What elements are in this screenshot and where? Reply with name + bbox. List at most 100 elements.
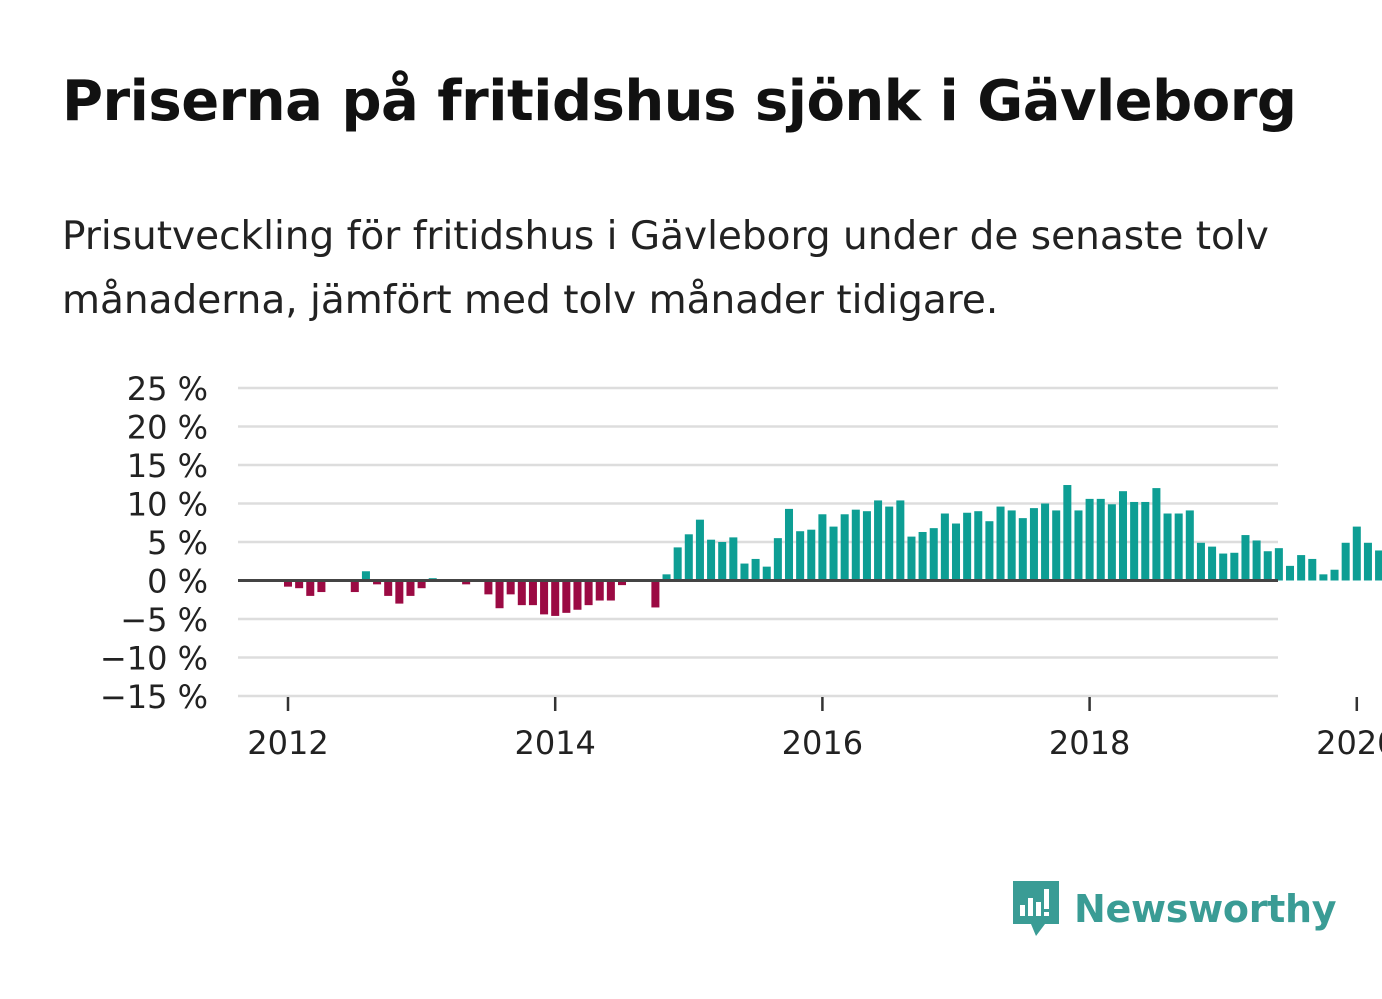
bar [974, 511, 983, 581]
bar [1219, 553, 1228, 581]
x-tick-label: 2014 [514, 724, 595, 762]
bar [1352, 526, 1361, 581]
bar [762, 566, 771, 581]
bar [1018, 518, 1027, 581]
bar [562, 580, 571, 613]
bar-series [283, 485, 1382, 616]
bar [651, 580, 660, 608]
bar [1141, 501, 1150, 581]
bar [1007, 510, 1016, 581]
bar [1185, 510, 1194, 581]
bar [874, 500, 883, 581]
bar [506, 580, 515, 595]
bar [1252, 540, 1261, 581]
bar [885, 506, 894, 581]
x-tick-label: 2016 [782, 724, 863, 762]
y-tick-label: 5 % [147, 524, 208, 562]
bar [1029, 508, 1038, 581]
bar [896, 500, 905, 581]
y-tick-label: −15 % [100, 678, 208, 716]
bar [784, 508, 794, 581]
bar [1196, 542, 1205, 581]
chart-title: Priserna på fritidshus sjönk i Gävleborg [62, 69, 1297, 134]
y-tick-label: −10 % [100, 640, 208, 678]
bar [662, 574, 671, 581]
bar [384, 580, 393, 596]
bar [729, 537, 738, 581]
bar [862, 511, 871, 581]
x-tick-label: 2018 [1049, 724, 1130, 762]
y-tick-label: 20 % [127, 409, 208, 447]
newsworthy-logo-icon [1013, 881, 1059, 936]
bar [1319, 574, 1328, 581]
bar [1074, 510, 1083, 581]
bar [595, 580, 604, 601]
bar [684, 534, 693, 581]
tick-labels: 25 %20 %15 %10 %5 %0 %−5 %−10 %−15 % 2012… [100, 370, 1382, 762]
y-tick-label: 0 % [147, 563, 208, 601]
newsworthy-logo: Newsworthy [1010, 878, 1337, 940]
bar [295, 580, 304, 589]
bar [540, 580, 549, 615]
bar [673, 547, 682, 581]
bar [963, 512, 972, 581]
bar [851, 509, 860, 581]
bar [718, 542, 727, 581]
bar [951, 523, 961, 581]
bar [1163, 513, 1172, 581]
bar [1308, 558, 1317, 581]
bar [1297, 555, 1306, 581]
x-tick-label: 2020 [1316, 724, 1382, 762]
bar-chart: 25 %20 %15 %10 %5 %0 %−5 %−10 %−15 % 2012… [100, 370, 1382, 762]
bar [695, 519, 704, 581]
bar [907, 536, 916, 581]
bar [1041, 503, 1050, 581]
bar [1274, 548, 1283, 581]
x-tick-label: 2012 [247, 724, 328, 762]
bar [707, 539, 716, 581]
bar [361, 571, 370, 581]
bar [740, 563, 749, 581]
bar [528, 580, 537, 606]
bar [1208, 546, 1217, 581]
bar [484, 580, 493, 595]
bar [283, 580, 293, 587]
bar [350, 580, 359, 593]
bar [317, 580, 326, 593]
axes [238, 579, 1359, 711]
bar [617, 580, 627, 586]
bar [1375, 550, 1382, 581]
bar [818, 514, 827, 581]
bar [1285, 565, 1295, 581]
bar [840, 514, 849, 581]
bar [1063, 485, 1072, 581]
y-tick-label: −5 % [120, 601, 208, 639]
bar [406, 580, 415, 596]
bar [940, 513, 949, 581]
bar [584, 580, 593, 606]
y-tick-label: 10 % [127, 486, 208, 524]
y-tick-label: 25 % [127, 370, 208, 408]
bar [573, 580, 582, 610]
bar [929, 528, 938, 581]
bar [373, 580, 382, 585]
bar [1118, 491, 1128, 581]
bar [1052, 510, 1061, 581]
bar [462, 580, 471, 585]
bar [1107, 504, 1116, 581]
newsworthy-logo-text: Newsworthy [1074, 887, 1337, 931]
bar [796, 531, 805, 581]
bar [1330, 569, 1339, 581]
y-tick-label: 15 % [127, 447, 208, 485]
bar [306, 580, 315, 596]
bar [1341, 542, 1350, 581]
bar [1152, 488, 1161, 581]
bar [395, 580, 404, 604]
bar [751, 558, 760, 581]
bar [1363, 542, 1372, 581]
bar [1263, 551, 1272, 581]
bar [1174, 513, 1183, 581]
bar [1130, 501, 1139, 581]
bar [996, 506, 1005, 581]
bar [517, 580, 526, 606]
